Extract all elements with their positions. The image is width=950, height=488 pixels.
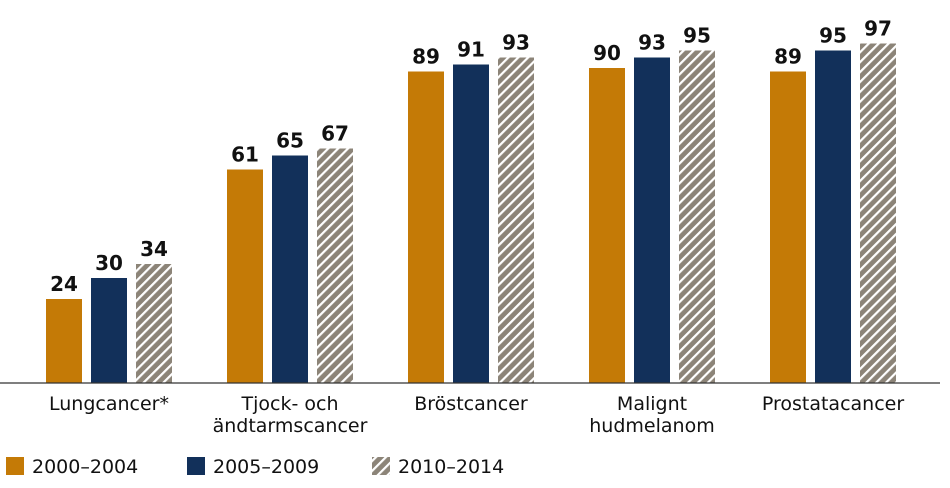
value-label: 67: [321, 122, 349, 146]
value-label: 97: [864, 17, 892, 41]
legend-swatch-2: [187, 457, 205, 475]
value-label: 34: [140, 237, 168, 261]
bar-5-series-1: [770, 71, 806, 383]
value-label: 95: [819, 24, 847, 48]
legend-swatch-3: [372, 457, 390, 475]
bar-2-series-2: [272, 155, 308, 383]
legend-label-1: 2000–2004: [32, 456, 138, 478]
bar-5-series-2: [815, 50, 851, 383]
value-label: 95: [683, 24, 711, 48]
value-label: 30: [95, 251, 123, 275]
value-label: 61: [231, 143, 259, 167]
category-label: ändtarmscancer: [213, 415, 368, 437]
bar-4-series-1: [589, 68, 625, 383]
bar-3-series-1: [408, 71, 444, 383]
bar-4-series-2: [634, 57, 670, 383]
legend-label-2: 2005–2009: [213, 456, 319, 478]
category-label: Lungcancer*: [49, 393, 169, 415]
value-label: 24: [50, 272, 78, 296]
category-label: Bröstcancer: [414, 393, 528, 415]
category-label: Prostatacancer: [762, 393, 904, 415]
bar-3-series-3: [498, 57, 534, 383]
bar-1-series-1: [46, 299, 82, 383]
value-label: 89: [412, 45, 440, 69]
bar-2-series-1: [227, 169, 263, 383]
value-labels-group: 24 30 34 61 65 67 89 91 93 90 93 95 89 95 97: [50, 17, 892, 297]
legend-swatch-1: [6, 457, 24, 475]
bar-4-series-3: [679, 50, 715, 383]
value-label: 93: [638, 31, 666, 55]
category-label: Tjock- och: [241, 393, 339, 415]
value-label: 91: [457, 38, 485, 62]
value-label: 89: [774, 45, 802, 69]
bar-3-series-2: [453, 64, 489, 383]
legend-label-3: 2010–2014: [398, 456, 504, 478]
bar-1-series-3: [136, 264, 172, 383]
value-label: 90: [593, 41, 621, 65]
value-label: 65: [276, 129, 304, 153]
bars-group: [46, 43, 896, 383]
bar-1-series-2: [91, 278, 127, 383]
category-label: hudmelanom: [589, 415, 714, 437]
value-label: 93: [502, 31, 530, 55]
legend: 2000–2004 2005–2009 2010–2014: [6, 456, 504, 478]
bar-2-series-3: [317, 148, 353, 383]
category-label: Malignt: [617, 393, 687, 415]
bar-5-series-3: [860, 43, 896, 383]
